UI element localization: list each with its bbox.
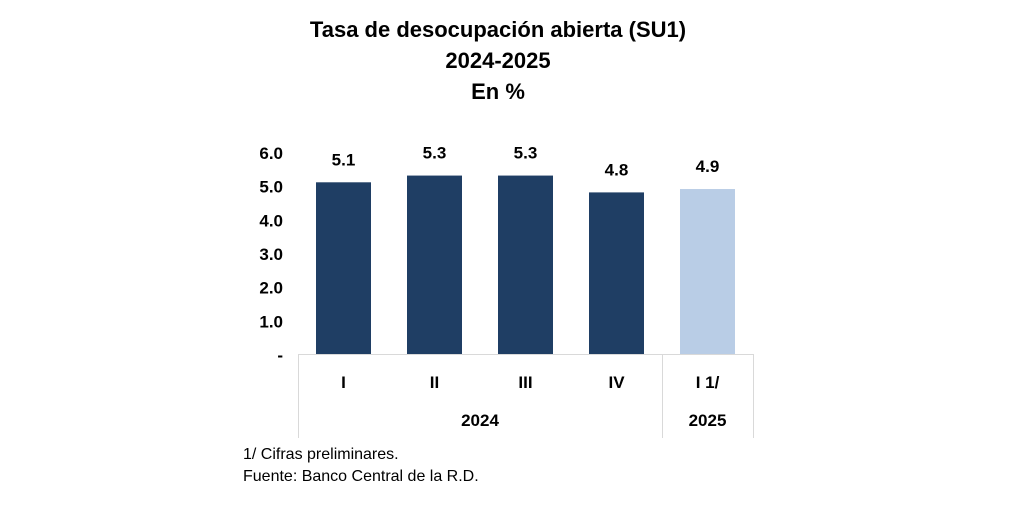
chart-title: Tasa de desocupación abierta (SU1) xyxy=(309,17,687,42)
chart-subtitle: 2024-2025 xyxy=(445,48,551,73)
y-tick-label: 4.0 xyxy=(259,211,283,230)
x-category-label: I 1/ xyxy=(696,373,720,392)
y-tick-label: - xyxy=(277,346,283,365)
y-tick-label: 6.0 xyxy=(259,144,283,163)
bar-value-label: 5.3 xyxy=(423,144,447,163)
x-category-label: II xyxy=(430,373,439,392)
bar-value-label: 4.9 xyxy=(696,157,720,176)
chart-title-block: Tasa de desocupación abierta (SU1) 2024-… xyxy=(0,14,996,107)
bar-2 xyxy=(407,175,462,354)
footnotes: 1/ Cifras preliminares. Fuente: Banco Ce… xyxy=(243,444,479,488)
x-category-label: III xyxy=(518,373,532,392)
x-category-label: IV xyxy=(608,373,625,392)
bar-value-label: 4.8 xyxy=(605,160,629,179)
x-category-label: I xyxy=(341,373,346,392)
bar-value-label: 5.3 xyxy=(514,144,538,163)
bar-1 xyxy=(316,182,371,354)
y-tick-label: 1.0 xyxy=(259,312,283,331)
bar-value-label: 5.1 xyxy=(332,150,356,169)
source-note: Fuente: Banco Central de la R.D. xyxy=(243,468,479,485)
bar-4 xyxy=(589,192,644,354)
chart-unit-label: En % xyxy=(471,79,525,104)
y-tick-label: 5.0 xyxy=(259,178,283,197)
preliminary-note: 1/ Cifras preliminares. xyxy=(243,446,399,463)
y-tick-label: 2.0 xyxy=(259,279,283,298)
y-tick-label: 3.0 xyxy=(259,245,283,264)
x-group-label: 2025 xyxy=(689,411,727,430)
x-group-label: 2024 xyxy=(461,411,499,430)
bar-3 xyxy=(498,175,553,354)
bar-5 xyxy=(680,189,735,354)
